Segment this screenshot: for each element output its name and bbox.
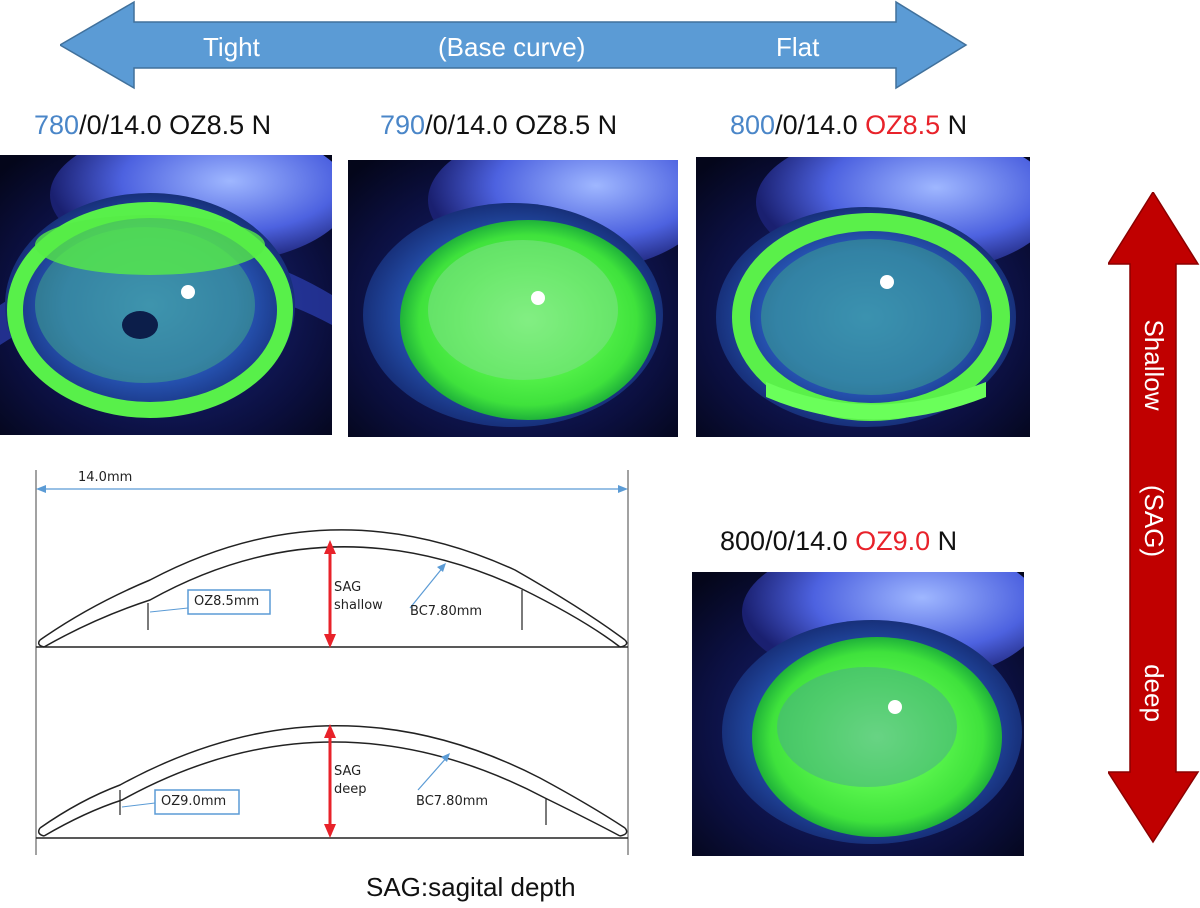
eye-photo-790 — [348, 160, 678, 437]
diameter-label: 14.0mm — [78, 470, 133, 485]
arrow-label-tight: Tight — [203, 32, 260, 62]
sag-label-lower-line1: SAG — [334, 764, 362, 779]
lens-params: /0/14.0 — [765, 526, 856, 556]
arrow-label-shallow: Shallow — [1139, 319, 1169, 411]
sag-label-upper-line1: SAG — [334, 580, 362, 595]
eye-photo-800-oz9 — [692, 572, 1024, 856]
lens-cross-section-diagram — [35, 470, 629, 855]
lens-spec-790: 790/0/14.0 OZ8.5 N — [380, 112, 617, 139]
optic-zone-value: OZ8.5 — [169, 110, 245, 140]
lens-spec-800-oz9: 800/0/14.0 OZ9.0 N — [720, 528, 957, 555]
lens-params: /0/14.0 — [775, 110, 866, 140]
lens-params: /0/14.0 — [79, 110, 170, 140]
lens-suffix: N — [244, 110, 272, 140]
optic-zone-value: OZ8.5 — [515, 110, 591, 140]
eye-photo-800 — [696, 157, 1030, 437]
base-curve-arrow — [60, 0, 968, 90]
lens-suffix: N — [930, 526, 958, 556]
arrow-label-base-curve: (Base curve) — [438, 32, 586, 62]
lens-params: /0/14.0 — [425, 110, 516, 140]
arrow-label-deep: deep — [1139, 664, 1169, 722]
lens-spec-800: 800/0/14.0 OZ8.5 N — [730, 112, 967, 139]
lens-suffix: N — [590, 110, 618, 140]
base-curve-value: 800 — [730, 110, 776, 140]
sag-arrow — [1108, 192, 1200, 844]
sag-definition-caption: SAG:sagital depth — [366, 872, 576, 902]
optic-zone-value: OZ9.0 — [855, 526, 931, 556]
base-curve-label-lower: BC7.80mm — [416, 794, 489, 809]
base-curve-value: 800 — [720, 526, 766, 556]
lens-spec-780: 780/0/14.0 OZ8.5 N — [34, 112, 271, 139]
base-curve-value: 780 — [34, 110, 80, 140]
arrow-label-sag: (SAG) — [1139, 484, 1169, 558]
base-curve-label-upper: BC7.80mm — [410, 604, 483, 619]
sag-label-upper-line2: shallow — [334, 598, 383, 613]
arrow-label-flat: Flat — [776, 32, 820, 62]
optic-zone-label-upper: OZ8.5mm — [194, 594, 260, 609]
sag-label-lower-line2: deep — [334, 782, 367, 797]
optic-zone-label-lower: OZ9.0mm — [161, 794, 227, 809]
optic-zone-value: OZ8.5 — [865, 110, 941, 140]
base-curve-value: 790 — [380, 110, 426, 140]
eye-photo-780 — [0, 155, 332, 435]
lens-suffix: N — [940, 110, 968, 140]
